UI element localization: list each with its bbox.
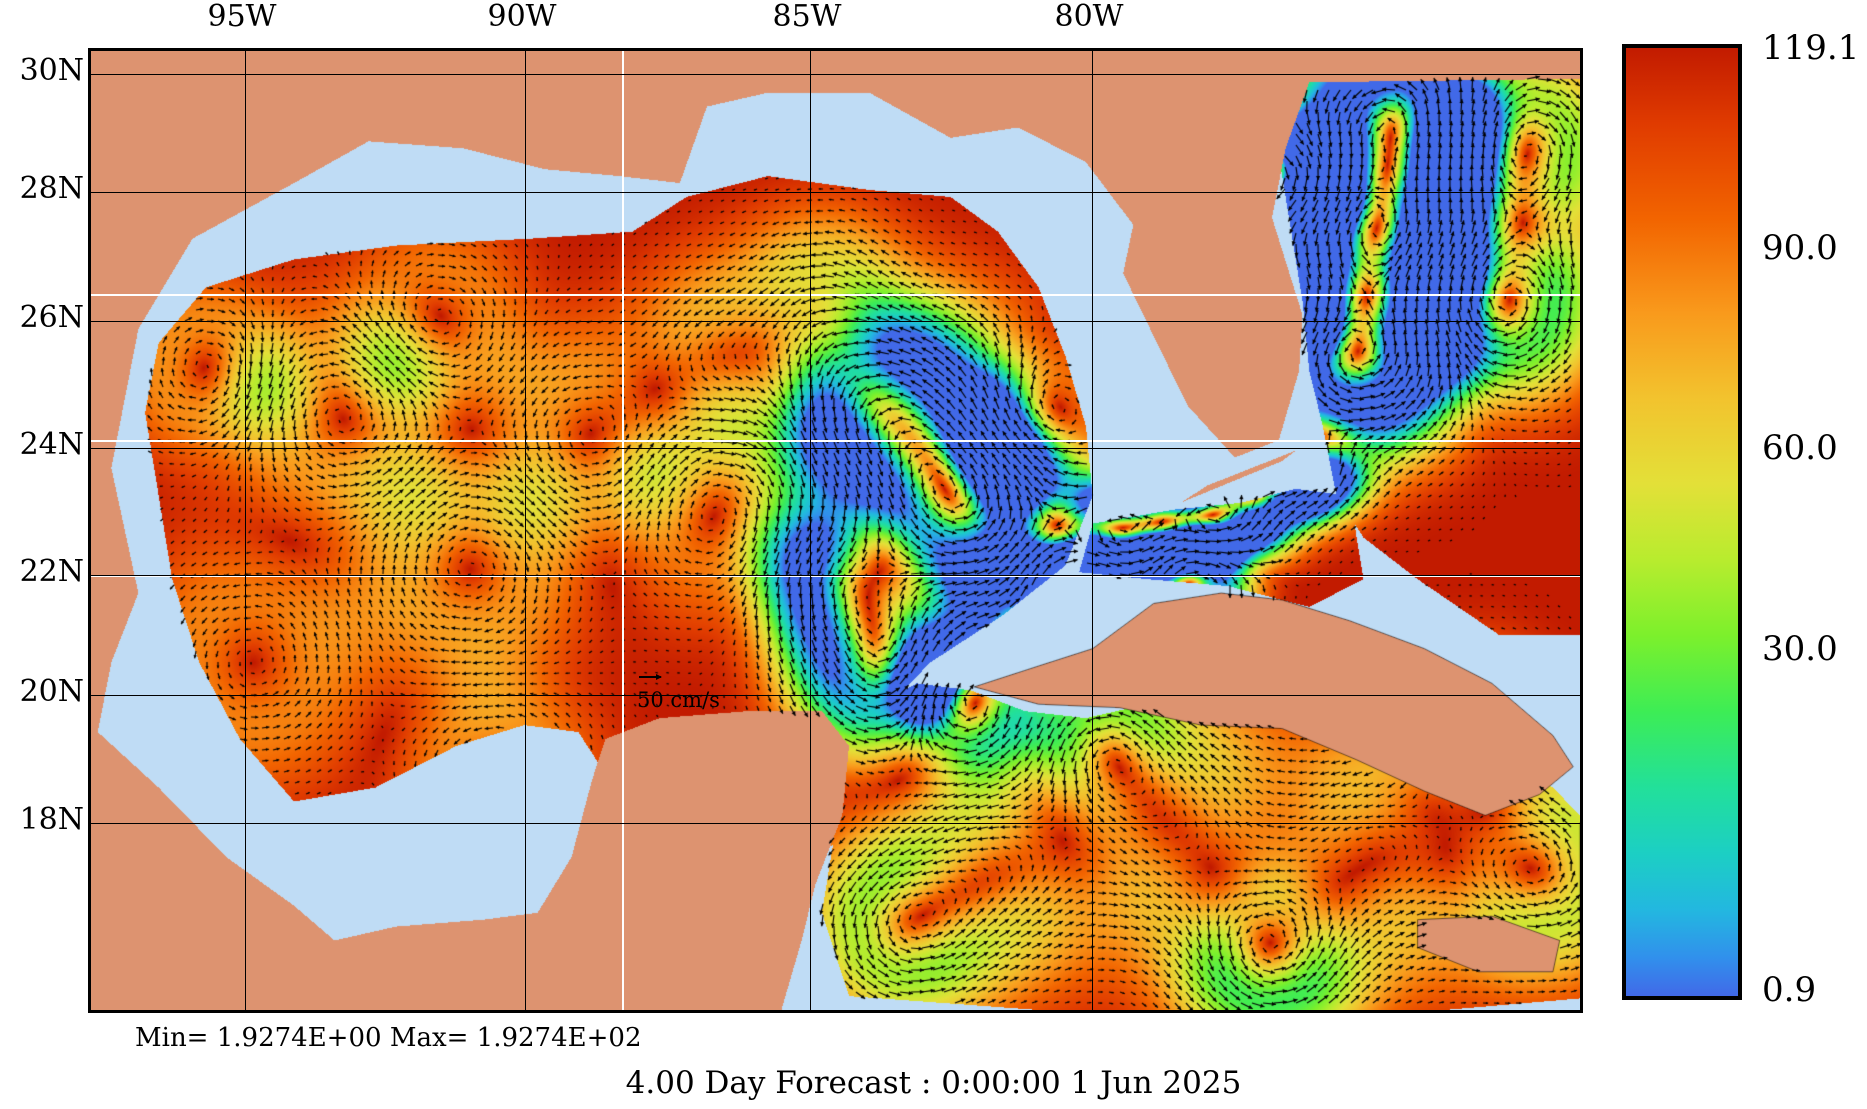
lat-tick-label-18n: 18N bbox=[19, 802, 84, 837]
graticule-lon-85w bbox=[810, 51, 811, 1010]
vector-scale-arrow-icon bbox=[639, 674, 662, 680]
graticule-lat-26n bbox=[91, 321, 1580, 322]
graticule-lon-95w bbox=[245, 51, 246, 1010]
lat-tick-label-26n: 26N bbox=[19, 300, 84, 335]
graticule-lon-80w bbox=[1092, 51, 1093, 1010]
current-speed-field bbox=[91, 51, 1580, 1010]
graticule-lat-20n bbox=[91, 695, 1580, 696]
colorbar-label-60: 60.0 bbox=[1762, 428, 1838, 468]
lon-tick-label-85w: 85W bbox=[772, 0, 842, 34]
graticule-highlight-lat-22n bbox=[91, 575, 1580, 577]
colorbar-label-30: 30.0 bbox=[1762, 629, 1838, 669]
forecast-title: 4.00 Day Forecast : 0:00:00 1 Jun 2025 bbox=[625, 1065, 1242, 1101]
lon-tick-label-80w: 80W bbox=[1054, 0, 1124, 34]
graticule-lat-30n bbox=[91, 74, 1580, 75]
lat-tick-label-28n: 28N bbox=[19, 171, 84, 206]
lat-tick-label-22n: 22N bbox=[19, 554, 84, 589]
graticule-lon-90w bbox=[525, 51, 526, 1010]
lon-tick-label-95w: 95W bbox=[207, 0, 277, 34]
colorbar-gradient bbox=[1626, 48, 1738, 996]
lat-tick-label-30n: 30N bbox=[19, 53, 84, 88]
graticule-lat-18n bbox=[91, 823, 1580, 824]
graticule-lat-22n bbox=[91, 575, 1580, 576]
map-plot-area: 50 cm/s bbox=[88, 48, 1583, 1013]
colorbar-label-max: 119.1 bbox=[1762, 28, 1860, 68]
graticule-highlight-lat-24n bbox=[91, 440, 1580, 442]
graticule-highlight-lon-89w bbox=[622, 51, 624, 1010]
min-max-annotation: Min= 1.9274E+00 Max= 1.9274E+02 bbox=[135, 1023, 642, 1053]
graticule-highlight-lat-26n bbox=[91, 294, 1580, 296]
lat-tick-label-24n: 24N bbox=[19, 427, 84, 462]
graticule-lat-28n bbox=[91, 192, 1580, 193]
graticule-lat-24n bbox=[91, 448, 1580, 449]
colorbar bbox=[1622, 44, 1742, 1000]
vector-scale-label: 50 cm/s bbox=[637, 688, 720, 712]
colorbar-label-90: 90.0 bbox=[1762, 228, 1838, 268]
colorbar-label-min: 0.9 bbox=[1762, 970, 1817, 1010]
lat-tick-label-20n: 20N bbox=[19, 674, 84, 709]
lon-tick-label-90w: 90W bbox=[487, 0, 557, 34]
